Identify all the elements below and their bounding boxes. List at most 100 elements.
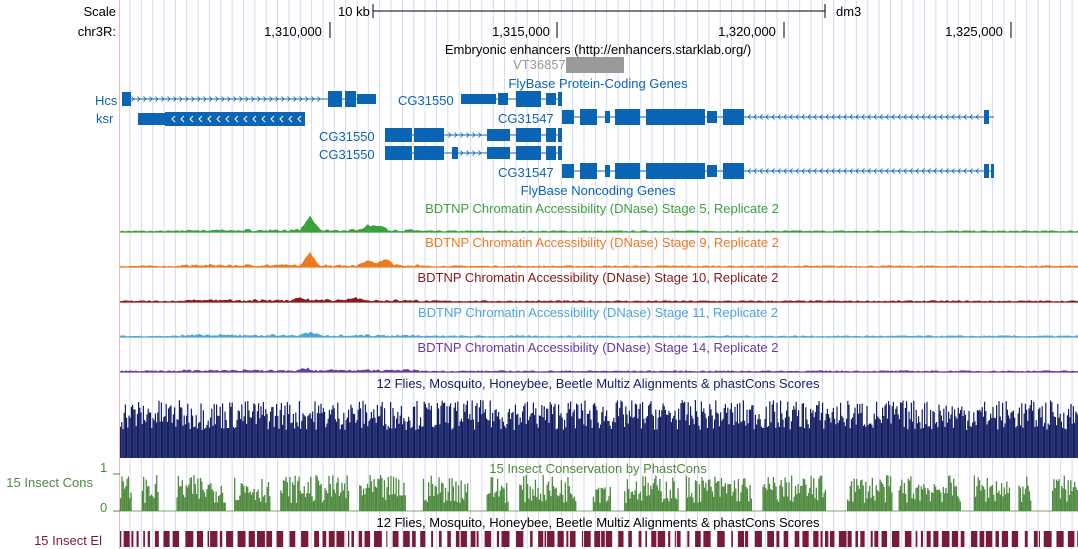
cons-bar xyxy=(546,484,548,511)
gene-strand-arrow xyxy=(472,132,476,138)
multiz-bar xyxy=(1035,420,1037,458)
gene-label-cg31547[interactable]: CG31547 xyxy=(498,111,554,126)
cons-bar xyxy=(122,481,124,511)
gene-strand-arrow xyxy=(155,96,159,102)
multiz-bar xyxy=(860,412,862,458)
cons-bar xyxy=(696,481,698,511)
multiz-bar xyxy=(637,418,639,458)
dnase-signal xyxy=(119,215,1078,233)
cons-bar xyxy=(1026,476,1028,511)
multiz-bar xyxy=(704,413,706,458)
cons-element xyxy=(645,531,647,547)
multiz-bar xyxy=(428,403,430,458)
cons-bar xyxy=(784,477,786,511)
gene-label-cg31550[interactable]: CG31550 xyxy=(398,93,454,108)
multiz-bar xyxy=(374,417,376,458)
multiz-bar xyxy=(666,414,668,458)
multiz-bar xyxy=(537,427,539,458)
cons-bar xyxy=(141,490,144,511)
multiz-bar xyxy=(243,416,245,458)
multiz-bar xyxy=(360,408,362,458)
gene-label-cg31550[interactable]: CG31550 xyxy=(319,147,375,162)
chrom-label[interactable]: chr3R: xyxy=(77,24,116,39)
gene-label-hcs[interactable]: Hcs xyxy=(95,93,118,108)
multiz-bar xyxy=(406,421,408,458)
cons-bar xyxy=(687,497,689,511)
track-title-dnase-stage10: BDTNP Chromatin Accessibility (DNase) St… xyxy=(417,270,779,285)
multiz-bar xyxy=(381,401,383,458)
cons-bar xyxy=(298,476,300,511)
multiz-bar xyxy=(434,425,436,458)
multiz-bar xyxy=(931,428,933,458)
gene-strand-arrow xyxy=(252,115,257,123)
multiz-bar xyxy=(448,406,450,458)
multiz-bar xyxy=(867,425,869,458)
multiz-bar xyxy=(652,416,654,458)
cons-side-label[interactable]: 15 Insect Cons xyxy=(6,475,93,490)
multiz-bar xyxy=(618,416,620,458)
cons-element xyxy=(403,531,410,547)
multiz-bar xyxy=(754,414,756,458)
cons-bar xyxy=(526,483,529,511)
cons-bar xyxy=(994,501,996,511)
cons-bar xyxy=(534,479,537,511)
cons-bar xyxy=(379,475,382,511)
cons-bar xyxy=(321,502,324,511)
multiz-bar xyxy=(211,408,213,458)
cons-bar xyxy=(400,495,403,511)
multiz-bar xyxy=(948,411,950,458)
multiz-bar xyxy=(153,420,155,458)
cons-bar xyxy=(779,485,781,511)
gene-label-ksr[interactable]: ksr xyxy=(96,111,114,126)
enhancer-item-label[interactable]: VT36857 xyxy=(513,57,566,72)
multiz-bar xyxy=(982,416,984,458)
multiz-bar xyxy=(121,422,123,458)
multiz-bar xyxy=(280,403,282,458)
multiz-bar xyxy=(552,414,554,458)
multiz-bar xyxy=(468,418,470,458)
cons-bar xyxy=(144,502,146,511)
cons-bar xyxy=(402,495,404,511)
cons-bar xyxy=(797,484,799,511)
multiz-bar xyxy=(207,420,209,458)
multiz-bar xyxy=(422,426,424,458)
multiz-bar xyxy=(1048,425,1050,458)
gene-label-cg31550[interactable]: CG31550 xyxy=(319,129,375,144)
cons-bar xyxy=(341,482,343,511)
multiz-bar xyxy=(631,400,633,458)
gene-strand-arrow xyxy=(311,96,315,102)
multiz-bar xyxy=(456,411,458,458)
cons-bar xyxy=(184,497,186,511)
cons-bar xyxy=(1055,479,1058,511)
gene-label-cg31547[interactable]: CG31547 xyxy=(498,165,554,180)
cons-bar xyxy=(763,484,765,511)
multiz-bar xyxy=(213,404,215,458)
multiz-bar xyxy=(286,402,288,458)
cons-bar xyxy=(500,485,503,511)
cons-bar xyxy=(978,480,981,511)
multiz-bar xyxy=(927,426,929,458)
cons-element xyxy=(455,531,460,547)
multiz-bar xyxy=(528,420,530,458)
gene-strand-arrow xyxy=(903,114,907,120)
cons-element xyxy=(373,531,382,547)
multiz-bar xyxy=(135,425,137,458)
multiz-bar xyxy=(518,424,520,458)
multiz-bar xyxy=(979,409,981,458)
multiz-bar xyxy=(847,400,849,458)
multiz-bar xyxy=(858,413,860,458)
cons-bar xyxy=(125,486,127,511)
multiz-bar xyxy=(657,417,659,458)
multiz-bar xyxy=(471,400,473,458)
cons-element xyxy=(501,531,510,547)
multiz-bar xyxy=(363,423,365,458)
cons-bar xyxy=(736,501,738,511)
elements-side-label[interactable]: 15 Insect El xyxy=(34,533,102,548)
cons-bar xyxy=(507,501,509,511)
cons-bar xyxy=(520,485,522,511)
cons-bar xyxy=(713,496,715,511)
cons-element xyxy=(120,531,122,547)
multiz-bar xyxy=(994,418,996,458)
multiz-bar xyxy=(950,414,952,458)
